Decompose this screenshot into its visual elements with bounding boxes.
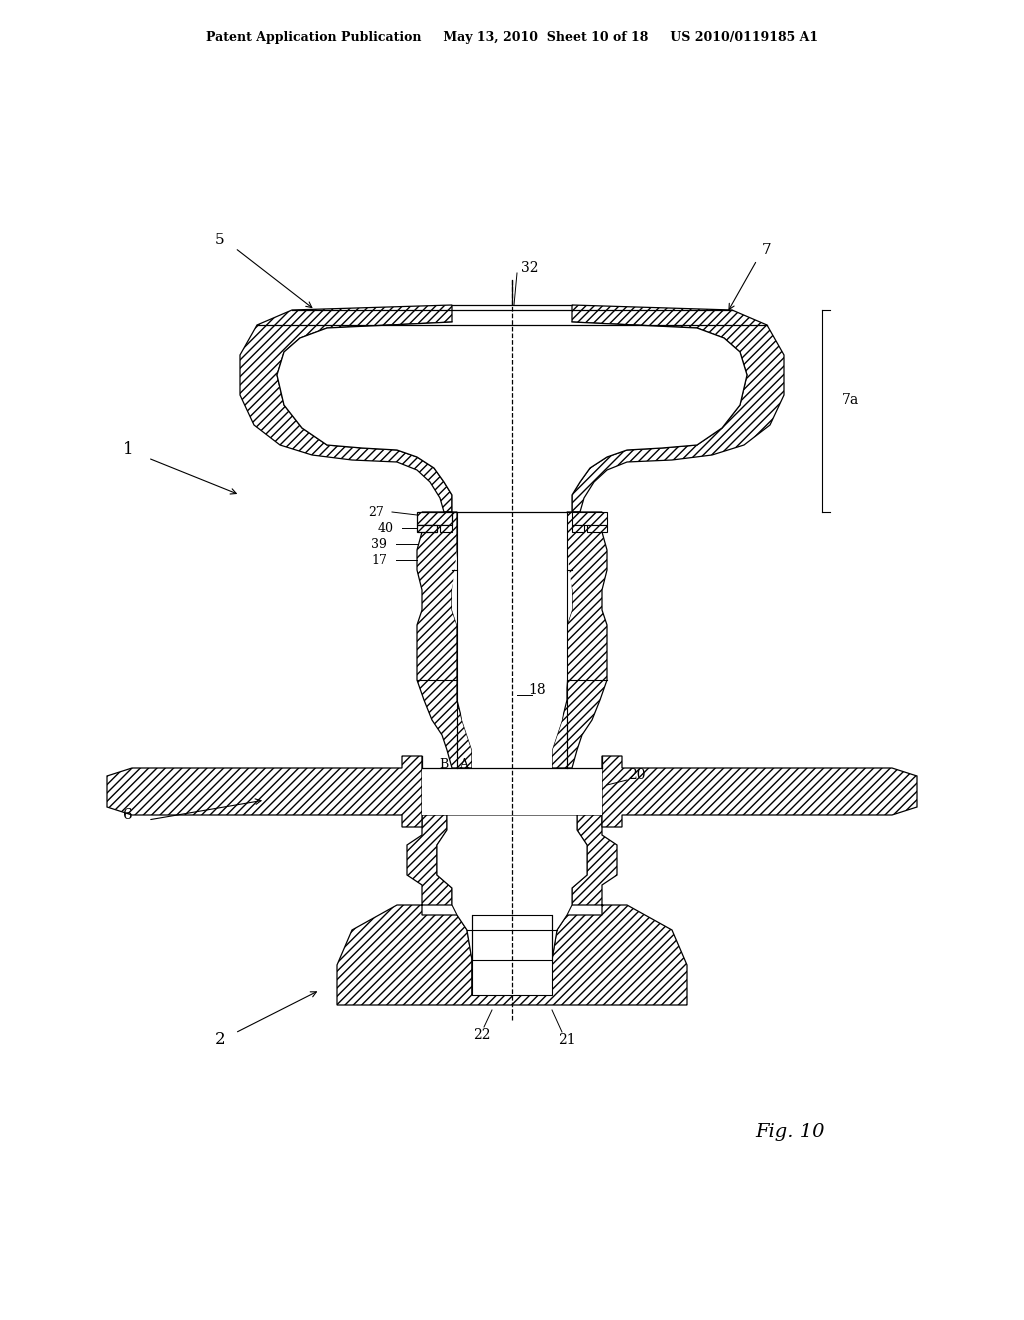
Polygon shape <box>417 525 437 532</box>
Polygon shape <box>452 512 572 768</box>
Text: 40: 40 <box>378 521 394 535</box>
Text: 1: 1 <box>123 441 133 458</box>
Text: 22: 22 <box>473 1028 490 1041</box>
Polygon shape <box>552 512 607 768</box>
Text: Patent Application Publication     May 13, 2010  Sheet 10 of 18     US 2010/0119: Patent Application Publication May 13, 2… <box>206 30 818 44</box>
Polygon shape <box>422 768 602 814</box>
Text: 5: 5 <box>215 234 225 247</box>
Polygon shape <box>572 512 607 525</box>
Text: 18: 18 <box>528 682 546 697</box>
Polygon shape <box>240 305 452 512</box>
Polygon shape <box>587 525 607 532</box>
Text: 7a: 7a <box>842 393 859 407</box>
Polygon shape <box>417 512 452 525</box>
Polygon shape <box>572 305 784 512</box>
Polygon shape <box>572 525 584 532</box>
Text: 32: 32 <box>521 261 539 275</box>
Polygon shape <box>472 915 552 995</box>
Polygon shape <box>278 322 746 512</box>
Polygon shape <box>437 814 587 995</box>
Text: 27: 27 <box>369 506 384 519</box>
Text: 17: 17 <box>371 553 387 566</box>
Text: 7: 7 <box>762 243 772 257</box>
Text: B: B <box>439 759 449 771</box>
Polygon shape <box>602 756 918 828</box>
Text: 21: 21 <box>558 1034 575 1047</box>
Text: 39: 39 <box>371 537 387 550</box>
Text: A: A <box>460 759 469 771</box>
Text: 20: 20 <box>629 768 646 781</box>
Polygon shape <box>417 512 472 768</box>
Polygon shape <box>106 756 422 828</box>
Text: 2: 2 <box>215 1031 225 1048</box>
Text: Fig. 10: Fig. 10 <box>755 1123 824 1140</box>
Polygon shape <box>337 814 687 1005</box>
Text: 6: 6 <box>123 808 133 822</box>
Polygon shape <box>440 525 452 532</box>
